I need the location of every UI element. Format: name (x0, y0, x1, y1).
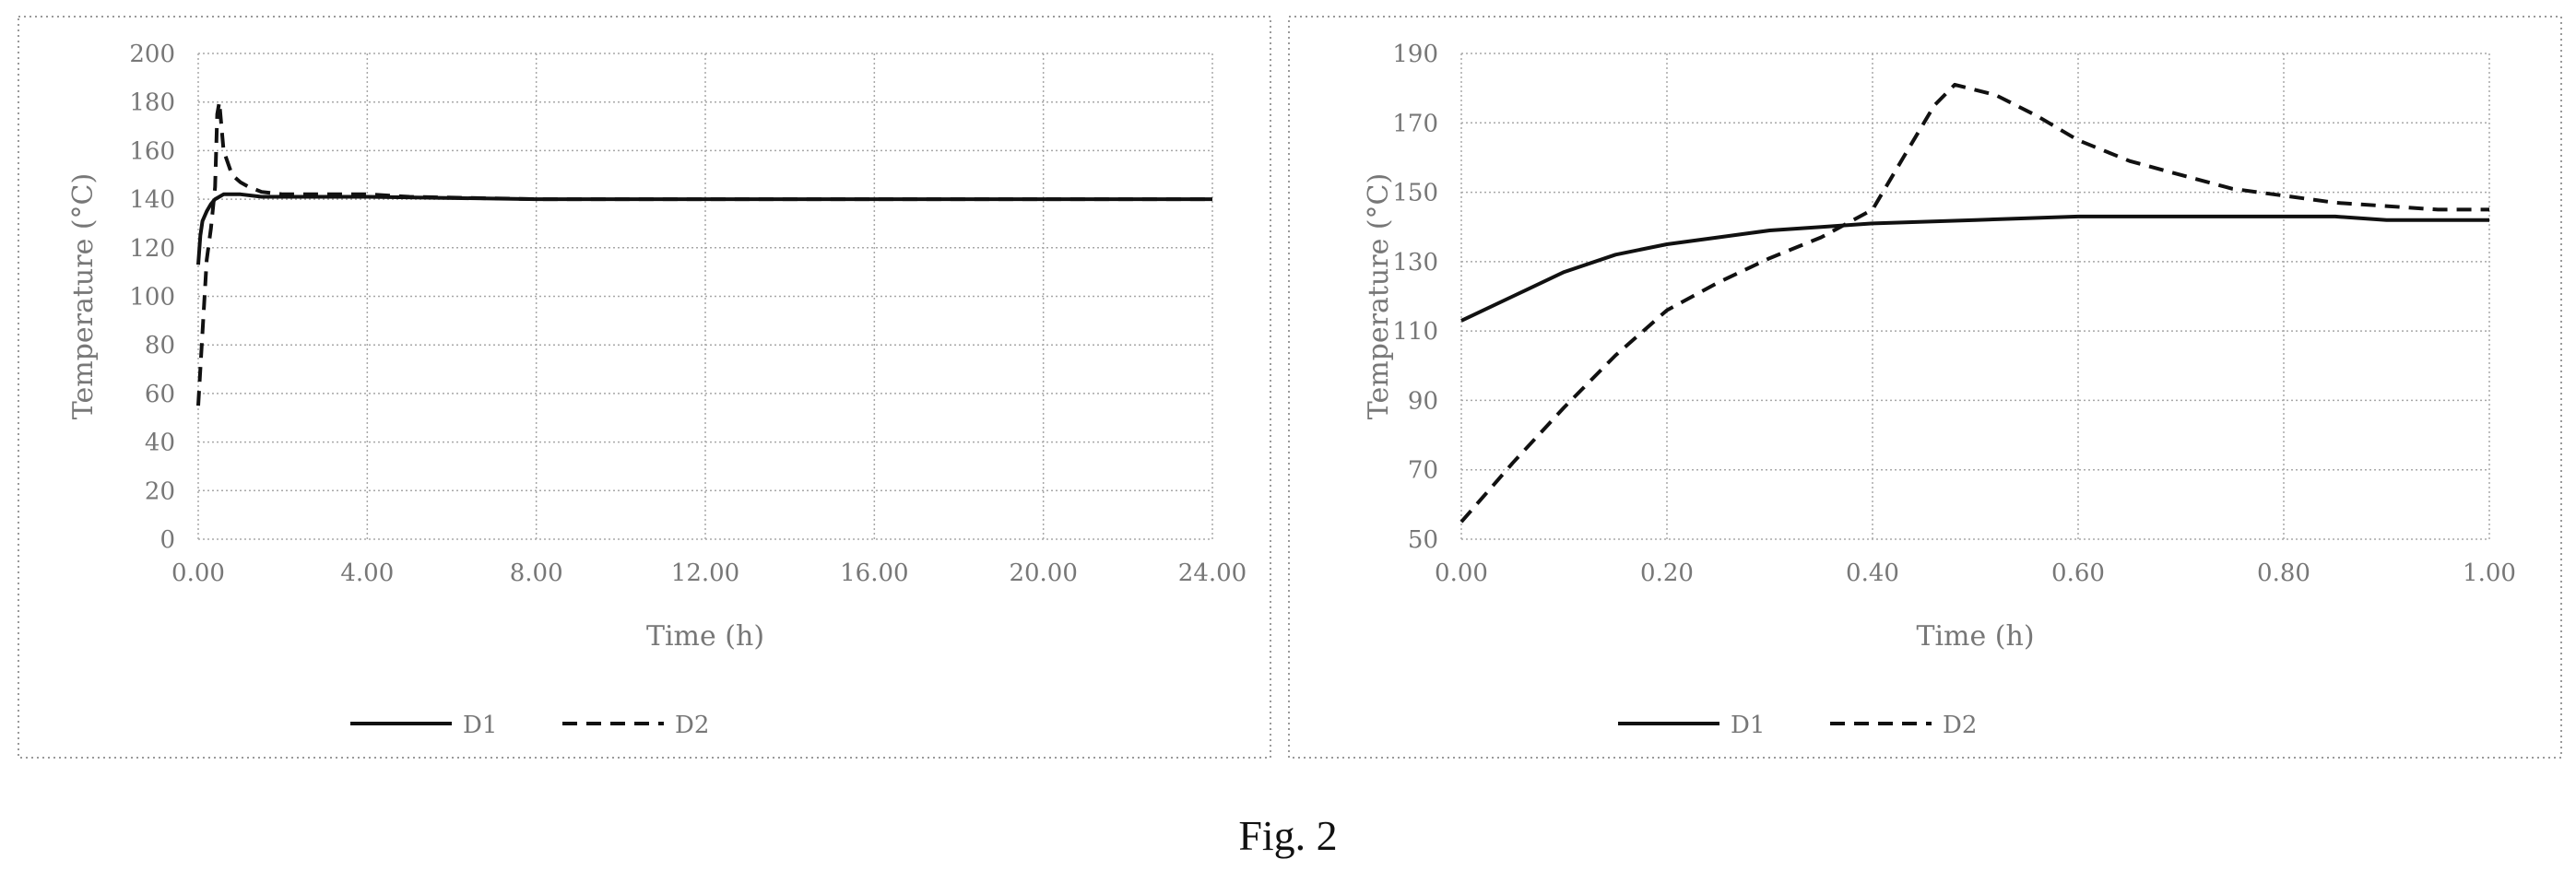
figure-caption: Fig. 2 (1238, 812, 1338, 859)
x-tick-label: 0.20 (1640, 559, 1694, 587)
y-tick-label: 90 (1408, 387, 1438, 415)
x-tick-label: 20.00 (1009, 559, 1077, 587)
y-tick-label: 150 (1392, 180, 1438, 207)
x-tick-label: 16.00 (840, 559, 908, 587)
chart-panel-right: 50 70 90 110 130 150 170 190 0.00 0.20 0.40 0.60 0.8… (1288, 16, 2562, 759)
series-line-d1 (1460, 214, 2489, 323)
x-tick-label: 0.80 (2257, 559, 2310, 587)
y-tick-label: 200 (129, 41, 175, 68)
y-tick-label: 60 (145, 381, 175, 408)
y-tick-label: 170 (1392, 110, 1438, 137)
y-tick-label: 80 (145, 332, 175, 359)
y-tick-label: 180 (129, 89, 175, 117)
y-tick-label: 40 (145, 430, 175, 457)
x-tick-label: 0.00 (171, 559, 225, 587)
y-tick-label: 20 (145, 477, 175, 505)
legend-label-d1: D1 (463, 712, 497, 739)
legend-label-d2: D2 (1943, 712, 1977, 739)
legend-label-d1: D1 (1731, 712, 1765, 739)
y-axis-title: Temperature (°C) (67, 173, 100, 419)
y-tick-label: 0 (160, 526, 175, 554)
y-tick-label: 190 (1392, 41, 1438, 68)
x-axis-title: Time (h) (646, 620, 764, 653)
x-tick-label: 0.40 (1846, 559, 1899, 587)
x-tick-label: 24.00 (1178, 559, 1247, 587)
y-tick-label: 70 (1408, 457, 1438, 485)
x-tick-label: 0.60 (2051, 559, 2105, 587)
x-tick-label: 4.00 (340, 559, 394, 587)
series-line-d1 (196, 192, 1212, 265)
y-tick-label: 110 (1392, 318, 1438, 346)
x-tick-label: 12.00 (671, 559, 739, 587)
y-axis-title: Temperature (°C) (1363, 173, 1395, 419)
y-tick-label: 140 (129, 186, 175, 214)
chart-panel-left: 0 20 40 60 80 100 120 140 160 180 200 0.00 4.00 8.00 1… (18, 16, 1271, 759)
chart-frame (18, 16, 1271, 759)
series-line-d2 (1459, 82, 2489, 524)
series-line-d2 (196, 100, 1212, 406)
x-axis-title: Time (h) (1916, 620, 2034, 653)
y-tick-label: 50 (1408, 526, 1438, 554)
x-tick-label: 0.00 (1435, 559, 1488, 587)
chart-frame (1288, 16, 2562, 759)
legend-label-d2: D2 (675, 712, 709, 739)
x-tick-label: 1.00 (2463, 559, 2516, 587)
y-tick-label: 100 (129, 284, 175, 312)
y-tick-label: 130 (1392, 249, 1438, 277)
y-tick-label: 120 (129, 235, 175, 263)
y-tick-label: 160 (129, 137, 175, 165)
x-tick-label: 8.00 (510, 559, 563, 587)
